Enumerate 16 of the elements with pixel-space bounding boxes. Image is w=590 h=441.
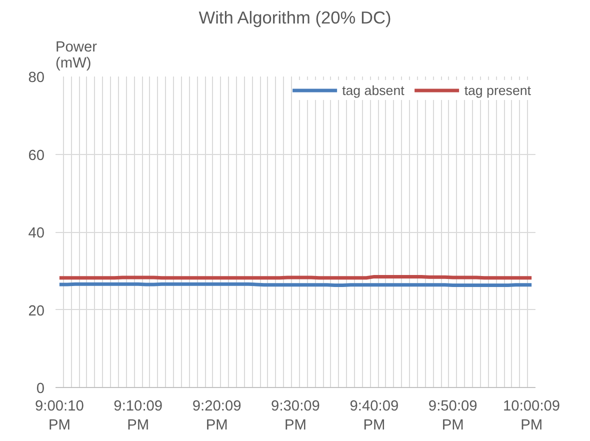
x-tick-label: 9:50:09 PM <box>428 398 478 434</box>
x-tick-label: 9:20:09 PM <box>192 398 242 434</box>
x-tick-label: 9:10:09 PM <box>114 398 163 434</box>
y-tick-label: 60 <box>28 148 45 164</box>
x-tick-label: 9:40:09 PM <box>350 398 399 434</box>
chart-title: With Algorithm (20% DC) <box>198 8 392 28</box>
y-tick-label: 40 <box>28 226 45 242</box>
y-tick-label: 20 <box>28 303 45 320</box>
y-tick-label: 80 <box>28 70 45 86</box>
legend-label: tag absent <box>342 82 404 98</box>
x-tick-label: 9:30:09 PM <box>271 398 320 434</box>
y-axis-title: Power (mW) <box>56 40 98 72</box>
x-tick-label: 10:00:09 PM <box>503 398 560 434</box>
legend-label: tag present <box>464 82 531 98</box>
y-tick-label: 0 <box>36 381 45 397</box>
x-tick-label: 9:00:10 PM <box>34 398 84 434</box>
